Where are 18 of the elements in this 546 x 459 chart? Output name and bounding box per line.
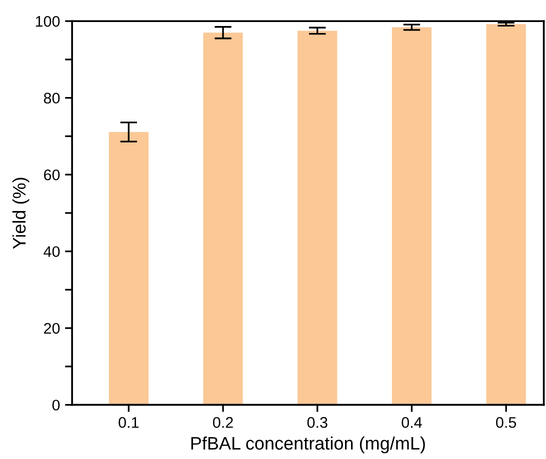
x-tick-label: 0.4	[402, 417, 422, 428]
x-axis-title: PfBAL concentration (mg/mL)	[191, 436, 425, 454]
y-tick-label: 40	[44, 246, 60, 258]
bar	[203, 32, 243, 405]
y-tick-label: 20	[44, 322, 60, 334]
x-tick-label: 0.5	[496, 417, 516, 428]
x-tick-label: 0.3	[307, 417, 328, 428]
y-tick-label: 0	[52, 400, 60, 411]
y-tick-label: 100	[36, 16, 60, 27]
bar	[298, 30, 338, 405]
bar	[486, 24, 526, 405]
bar	[392, 27, 432, 405]
y-axis-title: Yield (%)	[12, 178, 30, 249]
bar	[108, 132, 148, 405]
y-tick-label: 60	[44, 169, 60, 180]
x-tick-label: 0.1	[118, 417, 139, 428]
x-tick-label: 0.2	[213, 417, 233, 428]
y-tick-label: 80	[44, 92, 60, 104]
